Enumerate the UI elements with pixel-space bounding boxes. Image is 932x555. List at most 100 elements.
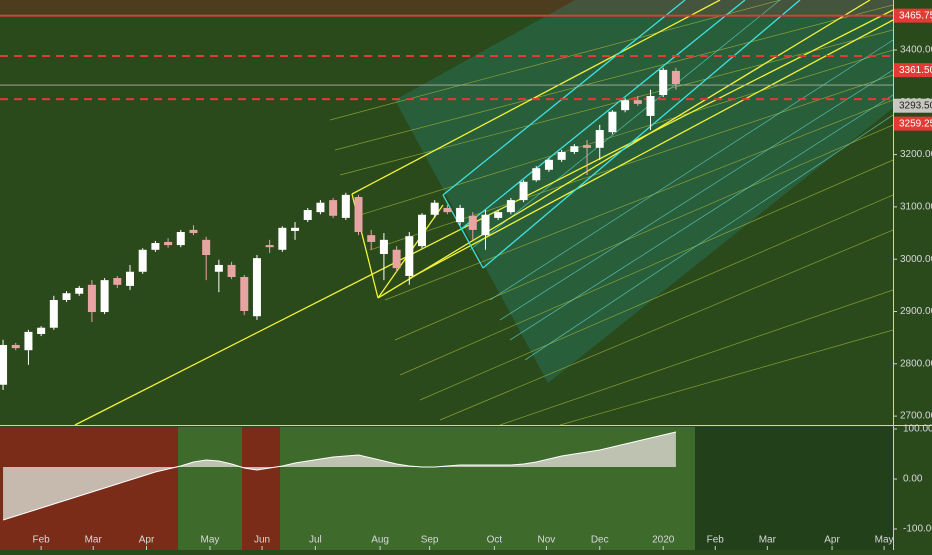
candle (329, 198, 338, 218)
candle-body (494, 212, 503, 218)
pitchfork-cyan (442, 0, 801, 269)
y-tick-label: -100.00 (903, 524, 932, 535)
candle-body (367, 235, 376, 242)
x-tick-label: Mar (759, 535, 777, 546)
candle (392, 246, 401, 273)
x-tick-label: May (201, 535, 220, 546)
candle (87, 280, 96, 322)
candle-body (87, 284, 96, 313)
candle (633, 96, 642, 106)
candle (506, 198, 515, 215)
candle-body (113, 278, 122, 285)
candle (126, 264, 135, 291)
candle-body (417, 214, 426, 247)
candle (608, 110, 617, 135)
candle (519, 180, 528, 203)
candle (417, 213, 426, 249)
candle-body (151, 242, 160, 250)
candle-body (354, 196, 363, 233)
candle (24, 329, 33, 365)
price-tag (894, 116, 932, 131)
candle-body (443, 207, 452, 213)
x-tick-label: Oct (487, 535, 503, 546)
candle-body (532, 168, 541, 181)
candle-body (659, 69, 668, 95)
price-tag (894, 8, 932, 23)
candle-body (214, 264, 223, 272)
y-tick-label: 2900.00 (900, 306, 932, 317)
fan-zone (395, 0, 893, 383)
candle-body (138, 249, 147, 272)
candle-body (303, 210, 312, 220)
candle (570, 144, 579, 155)
candle (532, 166, 541, 182)
band-empty (695, 427, 893, 550)
x-tick-label: Apr (139, 535, 155, 546)
candle (37, 326, 46, 337)
band-red (242, 427, 280, 550)
candle-body (583, 145, 592, 148)
candle-body (49, 300, 58, 328)
y-tick-label: 100.00 (903, 424, 932, 435)
candle (252, 255, 261, 320)
candle (354, 194, 363, 236)
candle-body (0, 344, 8, 385)
fan-lines-cyan (469, 0, 894, 361)
candle (202, 236, 211, 281)
candle-body (481, 214, 490, 236)
price-tag-label: 3259.25 (899, 118, 932, 129)
y-tick-label: 3100.00 (900, 202, 932, 213)
x-tick-label: Feb (707, 535, 725, 546)
candle (113, 275, 122, 288)
candle (291, 222, 300, 240)
price-tag-label: 3465.75 (899, 10, 932, 21)
candle-body (595, 130, 604, 148)
candle (468, 212, 477, 240)
candle-body (265, 245, 274, 248)
indicator-bands (0, 427, 893, 550)
candle (646, 89, 655, 131)
candle (430, 200, 439, 218)
price-tag (894, 63, 932, 78)
candle (49, 295, 58, 330)
candle-body (430, 202, 439, 215)
candle-body (633, 100, 642, 104)
candle-body (278, 227, 287, 250)
candle (494, 210, 503, 220)
candle (189, 225, 198, 236)
candle (443, 204, 452, 215)
candle-body (329, 200, 338, 216)
candle-body (316, 202, 325, 213)
fan-lines (329, 0, 894, 426)
candle (62, 291, 71, 303)
x-tick-label: Apr (824, 535, 840, 546)
price-tag-label: 3293.50 (899, 100, 932, 111)
candle-body (37, 327, 46, 334)
candle (367, 229, 376, 250)
y-tick-label: 3000.00 (900, 254, 932, 265)
y-tick-label: 2800.00 (900, 358, 932, 369)
x-tick-label: Aug (371, 535, 389, 546)
candle-body (544, 159, 553, 170)
candle-body (291, 227, 300, 231)
x-tick-label: Dec (591, 535, 609, 546)
candle (138, 248, 147, 274)
price-tag (894, 98, 932, 113)
candle-body (646, 96, 655, 116)
x-tick-label: Feb (33, 535, 51, 546)
y-tick-label: 0.00 (903, 474, 923, 485)
x-tick-label: Jul (309, 535, 322, 546)
candle-body (24, 331, 33, 351)
y-tick-label: 3200.00 (900, 149, 932, 160)
candle-body (519, 181, 528, 201)
candle-body (608, 111, 617, 133)
candle (341, 192, 350, 220)
candle (671, 67, 680, 90)
candle (379, 233, 388, 281)
candle-body (456, 207, 465, 223)
candle-body (621, 100, 630, 111)
candle (303, 207, 312, 223)
candle (227, 261, 236, 280)
